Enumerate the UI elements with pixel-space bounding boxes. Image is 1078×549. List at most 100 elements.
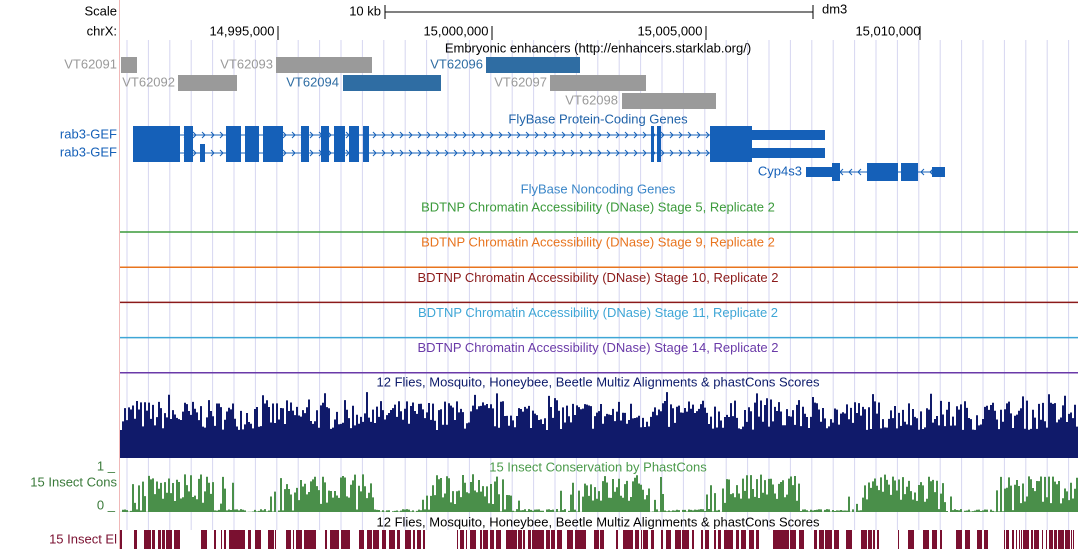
conserved-element: [600, 530, 604, 549]
strand-arrow: [489, 149, 494, 157]
conserved-element: [956, 530, 962, 549]
strand-arrow: [848, 168, 853, 176]
conserved-element: [1058, 530, 1064, 549]
gene-label: rab3-GEF: [60, 144, 117, 159]
conserved-element: [684, 530, 689, 549]
conserved-element: [532, 530, 538, 549]
conserved-element: [268, 530, 273, 549]
strand-arrow: [920, 168, 925, 176]
conserved-element: [965, 530, 970, 549]
conserved-element: [389, 530, 395, 549]
conserved-element: [1004, 530, 1005, 549]
chrom-label: chrX:: [87, 23, 117, 38]
exon: [657, 126, 661, 144]
strand-arrow: [696, 131, 701, 139]
conserved-element: [149, 530, 151, 549]
conserved-element: [483, 530, 488, 549]
ruler-position: 15,010,000: [855, 23, 920, 38]
strand-arrow: [192, 149, 197, 157]
enhancer: [276, 57, 372, 73]
utr: [752, 130, 825, 140]
strand-arrow: [633, 149, 638, 157]
strand-arrow: [534, 131, 539, 139]
exon: [651, 144, 654, 162]
strand-arrow: [390, 131, 395, 139]
conserved-element: [417, 530, 418, 549]
conserved-element: [898, 530, 899, 549]
conserved-element: [741, 530, 746, 549]
enhancer: [178, 75, 237, 91]
strand-arrow: [588, 149, 593, 157]
strand-arrow: [543, 149, 548, 157]
conserved-element: [825, 530, 826, 549]
strand-arrow: [399, 149, 404, 157]
conserved-element: [229, 530, 235, 549]
strand-arrow: [624, 131, 629, 139]
conserved-element: [718, 530, 721, 549]
strand-arrow: [678, 149, 683, 157]
conserved-element: [675, 530, 676, 549]
conserved-element: [214, 530, 216, 549]
strand-arrow: [606, 149, 611, 157]
scale-bottom: 0 _: [97, 497, 116, 512]
conserved-element: [235, 530, 236, 549]
conserved-element: [1006, 530, 1009, 549]
strand-arrow: [444, 149, 449, 157]
conserved-element: [225, 530, 226, 549]
track-title: FlyBase Noncoding Genes: [521, 181, 676, 196]
exon: [651, 126, 654, 144]
conserved-element: [575, 530, 580, 549]
exon: [200, 144, 205, 162]
strand-arrow: [426, 131, 431, 139]
exon: [263, 144, 283, 162]
exon: [226, 144, 241, 162]
conserved-element: [1021, 530, 1022, 549]
strand-arrow: [669, 149, 674, 157]
conserved-element: [304, 530, 310, 549]
conserved-element: [551, 530, 555, 549]
conserved-element: [345, 530, 350, 549]
conserved-element: [166, 530, 172, 549]
enhancer-label: VT62096: [430, 56, 483, 71]
exon: [301, 144, 309, 162]
strand-arrow: [543, 131, 548, 139]
conserved-element: [714, 530, 716, 549]
conserved-element: [224, 530, 225, 549]
conserved-element: [120, 530, 122, 549]
exon: [226, 126, 241, 144]
conserved-element: [814, 530, 817, 549]
exon: [710, 126, 752, 144]
conserved-element: [373, 530, 379, 549]
strand-arrow: [534, 149, 539, 157]
conserved-element: [826, 530, 832, 549]
conserved-element: [834, 530, 839, 549]
conserved-element: [470, 530, 476, 549]
conserved-element: [518, 530, 522, 549]
conserved-element: [940, 530, 942, 549]
strand-arrow: [291, 131, 296, 139]
conserved-element: [583, 530, 586, 549]
conserved-element: [728, 530, 733, 549]
strand-arrow: [498, 149, 503, 157]
conserved-element: [557, 530, 562, 549]
strand-arrow: [408, 149, 413, 157]
strand-arrow: [687, 131, 692, 139]
exon: [321, 126, 329, 144]
exon: [867, 163, 898, 181]
strand-arrow: [417, 149, 422, 157]
strand-arrow: [552, 131, 557, 139]
conserved-element: [661, 530, 663, 549]
strand-arrow: [606, 131, 611, 139]
scale-bar-label: 10 kb: [349, 3, 381, 18]
strand-arrow: [381, 149, 386, 157]
strand-arrow: [417, 131, 422, 139]
enhancer-label: VT62091: [64, 56, 117, 71]
conserved-element: [749, 530, 754, 549]
strand-arrow: [219, 149, 224, 157]
strand-arrow: [291, 149, 296, 157]
scale-label: Scale: [84, 3, 117, 18]
strand-arrow: [687, 149, 692, 157]
conserved-element: [773, 530, 779, 549]
track-title: FlyBase Protein-Coding Genes: [508, 111, 688, 126]
strand-arrow: [633, 131, 638, 139]
